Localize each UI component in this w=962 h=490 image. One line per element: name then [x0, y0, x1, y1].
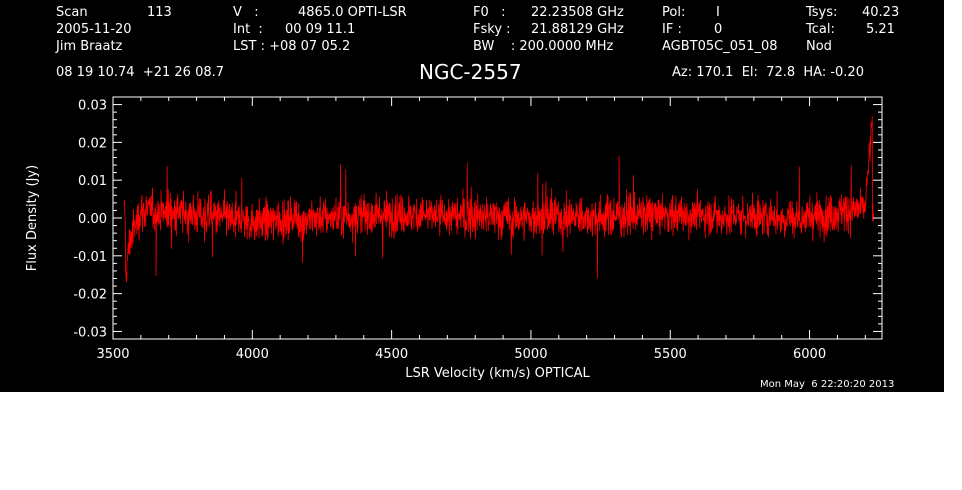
header-fsky_label: Fsky :	[473, 22, 511, 37]
header-tcal_val: 5.21	[866, 22, 895, 37]
header-scan_label: Scan	[56, 5, 88, 20]
header-pol_label: Pol:	[662, 5, 686, 20]
az-el-ha: Az: 170.1 El: 72.8 HA: -0.20	[672, 65, 864, 80]
y-tick-label: 0.03	[78, 99, 107, 114]
header-if_label: IF :	[662, 22, 682, 37]
x-tick-label: 5000	[514, 347, 547, 362]
spectrum-chart: 3500 4000 4500 5000 5500 6000 -0.03 -0.02 -0.01 0…	[25, 96, 883, 381]
y-axis-label: Flux Density (Jy)	[25, 165, 40, 271]
header-fsky_val: 21.88129 GHz	[531, 22, 624, 37]
coordinates: 08 19 10.74 +21 26 08.7	[56, 65, 225, 80]
header-int_label: Int :	[233, 22, 263, 37]
header-project: AGBT05C_051_08	[662, 39, 778, 54]
header-bw: BW : 200.0000 MHz	[473, 39, 614, 54]
spectrum-line	[123, 116, 874, 282]
header-scan_num: 113	[147, 5, 172, 20]
header-if_val: 0	[714, 22, 723, 37]
x-tick-label: 3500	[96, 347, 129, 362]
header-pol_val: I	[716, 5, 720, 20]
header-date: 2005-11-20	[56, 22, 132, 37]
header-int_val: 00 09 11.1	[285, 22, 356, 37]
x-tick-label: 4500	[375, 347, 408, 362]
y-tick-label: -0.02	[73, 288, 107, 303]
x-tick-label: 4000	[236, 347, 269, 362]
header-tsys_val: 40.23	[862, 5, 900, 20]
spectrum-panel: Scan 113 V : 4865.0 OPTI-LSR F0 : 22.23508 GH…	[0, 0, 944, 392]
header-v_val: 4865.0 OPTI-LSR	[298, 5, 407, 20]
x-tick-label: 6000	[793, 347, 826, 362]
y-tick-label: 0.02	[78, 136, 107, 151]
y-tick-label: 0.01	[78, 174, 107, 189]
header-v_label: V :	[233, 5, 259, 20]
header-observer: Jim Braatz	[56, 39, 123, 54]
header-tcal_label: Tcal:	[806, 22, 835, 37]
y-tick-label: 0.00	[78, 212, 107, 227]
source-title: NGC-2557	[419, 60, 522, 84]
header-lst: LST : +08 07 05.2	[233, 39, 351, 54]
y-tick-label: -0.03	[73, 325, 107, 340]
timestamp: Mon May 6 22:20:20 2013	[760, 379, 895, 390]
header-tsys_label: Tsys:	[806, 5, 838, 20]
header-mode: Nod	[806, 39, 832, 54]
header-f0_val: 22.23508 GHz	[531, 5, 624, 20]
x-axis-label: LSR Velocity (km/s) OPTICAL	[405, 366, 590, 381]
y-tick-label: -0.01	[73, 250, 107, 265]
header-f0_label: F0 :	[473, 5, 506, 20]
x-tick-label: 5500	[654, 347, 687, 362]
